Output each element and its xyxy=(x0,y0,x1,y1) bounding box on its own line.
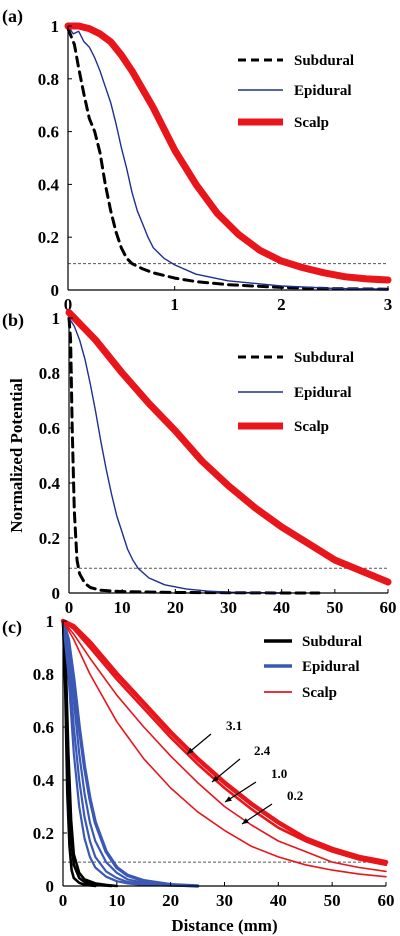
y-tick-label: 1 xyxy=(46,612,55,631)
legend-label-subdural: Subdural xyxy=(294,350,354,366)
x-tick-label: 10 xyxy=(108,891,125,910)
annotation-label: 2.4 xyxy=(254,743,271,758)
y-tick-label: 0.4 xyxy=(39,474,61,493)
series-line-epidural xyxy=(61,619,200,888)
series-line-scalp xyxy=(62,620,387,878)
y-tick-label: 0.6 xyxy=(39,419,60,438)
series-group xyxy=(64,22,392,291)
legend: Subdural Epidural Scalp xyxy=(264,634,362,701)
y-tick-label: 0.8 xyxy=(38,70,59,89)
y-tick-label: 0.8 xyxy=(39,364,60,383)
annotation-label: 0.2 xyxy=(287,788,303,803)
y-tick-label: 0.4 xyxy=(38,175,60,194)
y-tick-label: 0.6 xyxy=(38,123,59,142)
annotation-arrowhead xyxy=(242,818,249,824)
y-tick-label: 1 xyxy=(52,309,61,328)
y-tick-label: 0.4 xyxy=(33,771,55,790)
annotation-arrowhead xyxy=(225,796,232,802)
series-line-scalp xyxy=(64,22,392,284)
series-line-epidural xyxy=(61,619,199,888)
y-axis-title: Normalized Potential xyxy=(7,378,26,533)
annotation-arrowhead xyxy=(187,747,194,754)
y-tick-label: 0 xyxy=(52,584,61,603)
annotation-label: 1.0 xyxy=(271,766,287,781)
y-tick-label: 1 xyxy=(51,17,60,36)
panel-2: (b)00.20.40.60.810 10 20 30 40 50 60Normalized… xyxy=(2,309,397,617)
legend-label-subdural: Subdural xyxy=(294,53,354,69)
x-tick-label: 1 xyxy=(170,295,179,314)
y-tick-label: 0.2 xyxy=(33,824,54,843)
series-line-subdural xyxy=(61,619,97,888)
y-tick-label: 0.8 xyxy=(33,665,54,684)
legend-label-epidural: Epidural xyxy=(302,659,360,675)
series-line-epidural xyxy=(61,619,199,888)
x-tick-label: 50 xyxy=(324,891,341,910)
x-tick-label: 10 xyxy=(114,598,131,617)
x-tick-label: 30 xyxy=(216,891,233,910)
panel-1: (a) 0 0.2 0.4 0.6 0.8 1 0 1 2 3 Subdural Epidural Sca… xyxy=(2,6,392,314)
legend-label-scalp: Scalp xyxy=(294,115,329,131)
series-line-subdural xyxy=(66,27,390,291)
legend: Subdural Epidural Scalp xyxy=(238,350,354,435)
legend-label-scalp: Scalp xyxy=(302,685,337,701)
x-tick-label: 40 xyxy=(273,598,290,617)
x-tick-label: 0 xyxy=(59,891,68,910)
x-tick-label: 0 xyxy=(64,295,73,314)
panel-label: (c) xyxy=(2,617,22,638)
panel-label: (a) xyxy=(2,6,23,27)
series-line-scalp xyxy=(62,620,387,873)
x-tick-label: 0 xyxy=(65,598,74,617)
y-tick-label: 0 xyxy=(51,281,60,300)
series-line-epidural xyxy=(67,25,389,290)
y-tick-label: 0 xyxy=(46,877,55,896)
legend-label-scalp: Scalp xyxy=(294,419,329,435)
x-tick-label: 3 xyxy=(384,295,393,314)
y-tick-label: 0.2 xyxy=(38,228,59,247)
panel-label: (b) xyxy=(2,310,24,331)
x-tick-label: 20 xyxy=(162,891,179,910)
x-tick-label: 2 xyxy=(277,295,286,314)
annotation-label: 3.1 xyxy=(226,718,242,733)
y-tick-label: 0.2 xyxy=(39,529,60,548)
x-tick-label: 60 xyxy=(380,598,397,617)
series-line-scalp xyxy=(61,619,388,867)
legend-label-epidural: Epidural xyxy=(294,83,352,99)
series-line-epidural xyxy=(68,317,283,594)
x-tick-label: 20 xyxy=(167,598,184,617)
x-tick-label: 40 xyxy=(270,891,287,910)
y-tick-label: 0.6 xyxy=(33,718,54,737)
annotation-arrowhead xyxy=(212,775,219,782)
x-tick-label: 60 xyxy=(378,891,395,910)
x-tick-label: 50 xyxy=(326,598,343,617)
legend-label-epidural: Epidural xyxy=(294,385,352,401)
series-line-scalp xyxy=(65,309,392,586)
legend: Subdural Epidural Scalp xyxy=(238,53,354,131)
x-tick-label: 30 xyxy=(220,598,237,617)
series-line-scalp xyxy=(60,618,389,865)
x-axis-title: Distance (mm) xyxy=(171,916,277,935)
legend-label-subdural: Subdural xyxy=(302,634,362,650)
series-group xyxy=(60,618,389,888)
